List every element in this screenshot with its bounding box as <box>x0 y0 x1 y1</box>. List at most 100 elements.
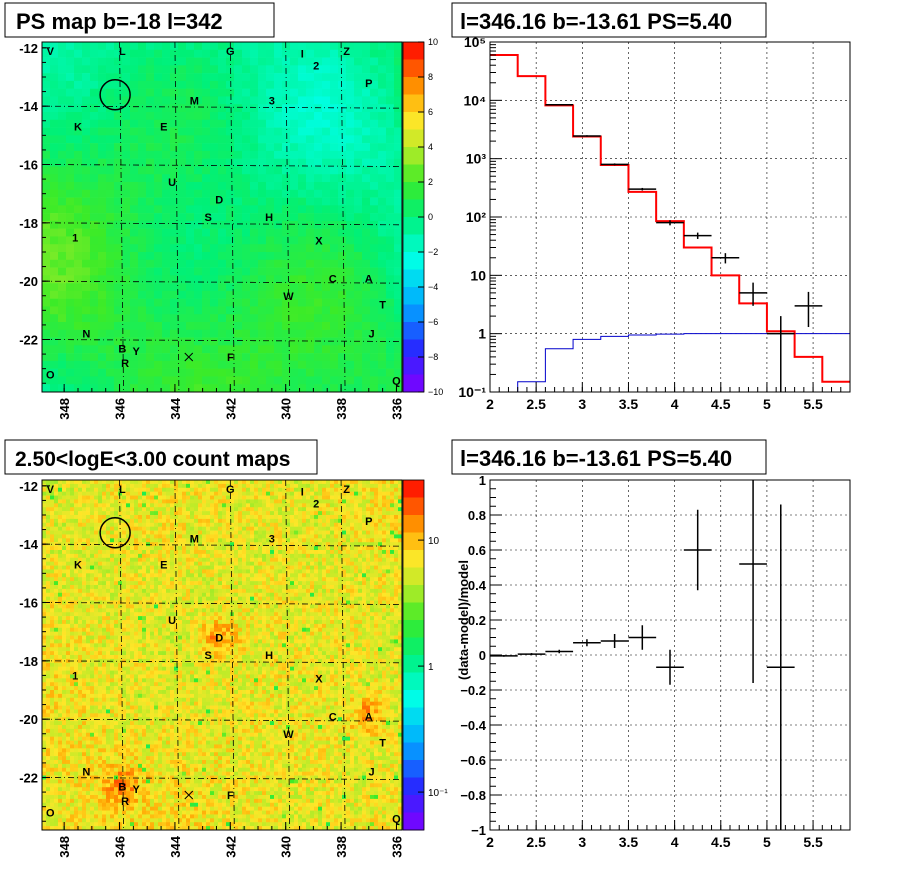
map-cell <box>58 290 67 299</box>
map-cell <box>82 713 87 718</box>
map-cell <box>42 612 47 617</box>
map-cell <box>82 530 87 535</box>
map-cell <box>158 690 163 695</box>
map-cell <box>138 267 147 276</box>
map-cell <box>394 49 403 58</box>
map-cell <box>74 662 79 667</box>
map-cell <box>314 298 323 307</box>
map-cell <box>242 112 251 121</box>
map-cell <box>86 721 91 726</box>
map-cell <box>378 182 387 191</box>
map-cell <box>282 360 291 369</box>
map-cell <box>90 588 95 594</box>
map-cell <box>282 174 291 183</box>
map-cell <box>110 814 115 819</box>
map-cell <box>46 503 51 508</box>
map-cell <box>250 57 259 66</box>
map-cell <box>202 275 211 284</box>
map-cell <box>126 693 131 699</box>
map-cell <box>82 189 91 198</box>
spectrum-title: l=346.16 b=-13.61 PS=5.40 <box>460 9 732 34</box>
map-cell <box>90 658 95 664</box>
map-cell <box>118 511 123 516</box>
map-cell <box>114 49 123 58</box>
map-cell <box>42 806 47 811</box>
map-cell <box>218 174 227 183</box>
map-cell <box>106 213 115 222</box>
map-cell <box>90 732 95 737</box>
map-cell <box>362 236 371 245</box>
map-cell <box>142 791 147 796</box>
map-cell <box>90 608 95 613</box>
map-cell <box>70 771 75 776</box>
map-cell <box>102 487 107 492</box>
map-cell <box>154 491 159 496</box>
map-cell <box>226 174 235 183</box>
map-cell <box>266 290 275 299</box>
map-cell <box>42 670 47 675</box>
colorbar-segment <box>403 269 424 288</box>
map-cell <box>66 480 71 485</box>
y-tick-label: -18 <box>19 216 38 231</box>
map-cell <box>66 491 71 496</box>
map-cell <box>82 259 91 268</box>
map-cell <box>194 189 203 198</box>
map-cell <box>154 577 159 582</box>
map-cell <box>62 651 67 656</box>
map-cell <box>290 135 299 144</box>
map-cell <box>122 360 131 369</box>
map-cell <box>158 647 163 652</box>
map-cell <box>74 721 79 726</box>
map-cell <box>202 205 211 214</box>
map-cell <box>234 174 243 183</box>
map-cell <box>330 290 339 299</box>
map-cell <box>114 174 123 183</box>
map-cell <box>266 376 275 385</box>
map-cell <box>266 166 275 175</box>
map-cell <box>78 748 83 753</box>
map-cell <box>150 581 155 586</box>
map-cell <box>50 647 55 652</box>
map-cell <box>90 561 95 566</box>
map-cell <box>362 88 371 97</box>
map-cell <box>266 112 275 121</box>
map-cell <box>114 674 119 679</box>
map-cell <box>82 236 91 245</box>
map-cell <box>178 135 187 144</box>
map-cell <box>162 693 167 699</box>
map-cell <box>134 802 139 807</box>
map-cell <box>94 616 99 621</box>
map-cell <box>258 143 267 152</box>
map-cell <box>322 205 331 214</box>
map-cell <box>210 174 219 183</box>
map-cell <box>82 345 91 354</box>
map-cell <box>298 290 307 299</box>
map-cell <box>58 345 67 354</box>
map-cell <box>118 569 123 574</box>
map-cell <box>210 306 219 315</box>
map-cell <box>54 760 59 765</box>
map-cell <box>54 732 59 737</box>
map-cell <box>82 182 91 191</box>
map-cell <box>130 483 135 489</box>
map-cell <box>66 585 71 590</box>
map-cell <box>90 686 95 691</box>
map-cell <box>362 166 371 175</box>
map-cell <box>258 166 267 175</box>
map-cell <box>102 701 107 706</box>
map-cell <box>122 65 131 74</box>
map-cell <box>98 767 103 772</box>
map-cell <box>138 65 147 74</box>
map-cell <box>58 557 63 562</box>
map-cell <box>306 49 315 58</box>
map-cell <box>46 752 51 757</box>
map-cell <box>74 686 79 691</box>
map-cell <box>146 705 151 710</box>
map-cell <box>46 725 51 730</box>
map-cell <box>162 690 167 695</box>
map-cell <box>194 384 203 393</box>
map-cell <box>114 795 119 800</box>
map-cell <box>78 717 83 722</box>
map-cell <box>62 499 67 504</box>
map-cell <box>338 205 347 214</box>
